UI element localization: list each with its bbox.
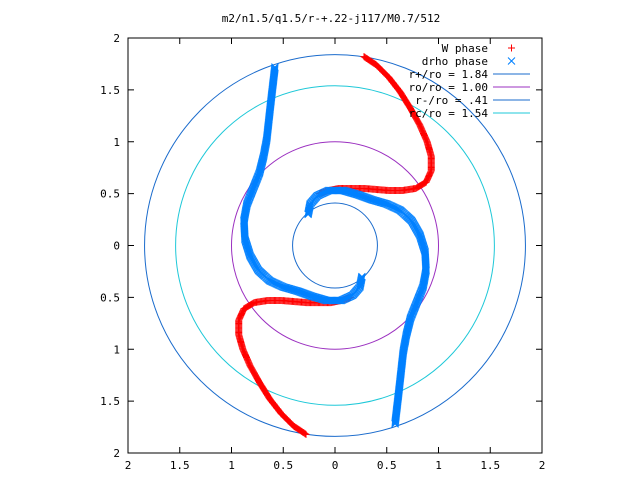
y-tick-label: 1: [113, 343, 120, 356]
data-point: [304, 208, 313, 217]
legend-label: drho phase: [422, 55, 488, 68]
plot-frame: 2 1.5 1 0.5 0 0.5 1 1.5 221.510.500.511.52: [100, 32, 545, 472]
x-tick-label: 0: [332, 459, 339, 472]
legend-entry-5: r-/ro = .41: [415, 94, 530, 107]
reference-circles: [144, 54, 526, 437]
y-tick-label: 1.5: [100, 84, 120, 97]
reference-circle-4: [175, 85, 495, 406]
data-point: [357, 275, 366, 284]
x-tick-label: 2: [539, 459, 546, 472]
reference-circle-3: [292, 202, 378, 289]
data-point: [304, 207, 313, 216]
y-tick-label: 0: [113, 240, 120, 253]
legend-entry-4: ro/ro = 1.00: [409, 81, 530, 94]
series-2: [240, 63, 430, 428]
data-point: [358, 272, 366, 281]
legend-label: W phase: [442, 42, 488, 55]
x-tick-label: 2: [125, 459, 132, 472]
legend-entry-1: W phase: [442, 42, 515, 55]
y-tick-label: 0.5: [100, 188, 120, 201]
x-tick-label: 0.5: [377, 459, 397, 472]
legend-label: rc/ro = 1.54: [409, 107, 489, 120]
data-point: [357, 274, 366, 283]
reference-circle-2: [231, 141, 439, 350]
y-tick-label: 1: [113, 136, 120, 149]
data-point: [304, 210, 312, 219]
legend-label: r+/ro = 1.84: [409, 68, 489, 81]
y-tick-label: 2: [113, 447, 120, 460]
y-tick-label: 1.5: [100, 395, 120, 408]
legend-label: ro/ro = 1.00: [409, 81, 488, 94]
series-1: [235, 53, 435, 438]
x-tick-label: 1.5: [170, 459, 190, 472]
x-tick-label: 1.5: [480, 459, 500, 472]
y-tick-label: 0.5: [100, 291, 120, 304]
legend-entry-6: rc/ro = 1.54: [409, 107, 530, 120]
data-point: [304, 209, 313, 218]
series-2-arm-2: [304, 186, 430, 428]
data-point: [357, 273, 366, 282]
legend-entry-2: drho phase: [422, 55, 516, 68]
x-tick-label: 1: [228, 459, 235, 472]
data-series: [235, 53, 435, 438]
series-1-arm-2: [235, 293, 355, 438]
legend-marker: [507, 57, 516, 65]
legend-label: r-/ro = .41: [415, 94, 488, 107]
x-tick-label: 0.5: [273, 459, 293, 472]
reference-circle-1: [144, 54, 526, 437]
legend-entry-3: r+/ro = 1.84: [409, 68, 530, 81]
series-2-arm-1: [240, 63, 366, 305]
y-tick-label: 2: [113, 32, 120, 45]
legend-marker: [508, 44, 515, 52]
x-tick-label: 1: [435, 459, 442, 472]
chart-title: m2/n1.5/q1.5/r-+.22-j117/M0.7/512: [222, 12, 441, 25]
